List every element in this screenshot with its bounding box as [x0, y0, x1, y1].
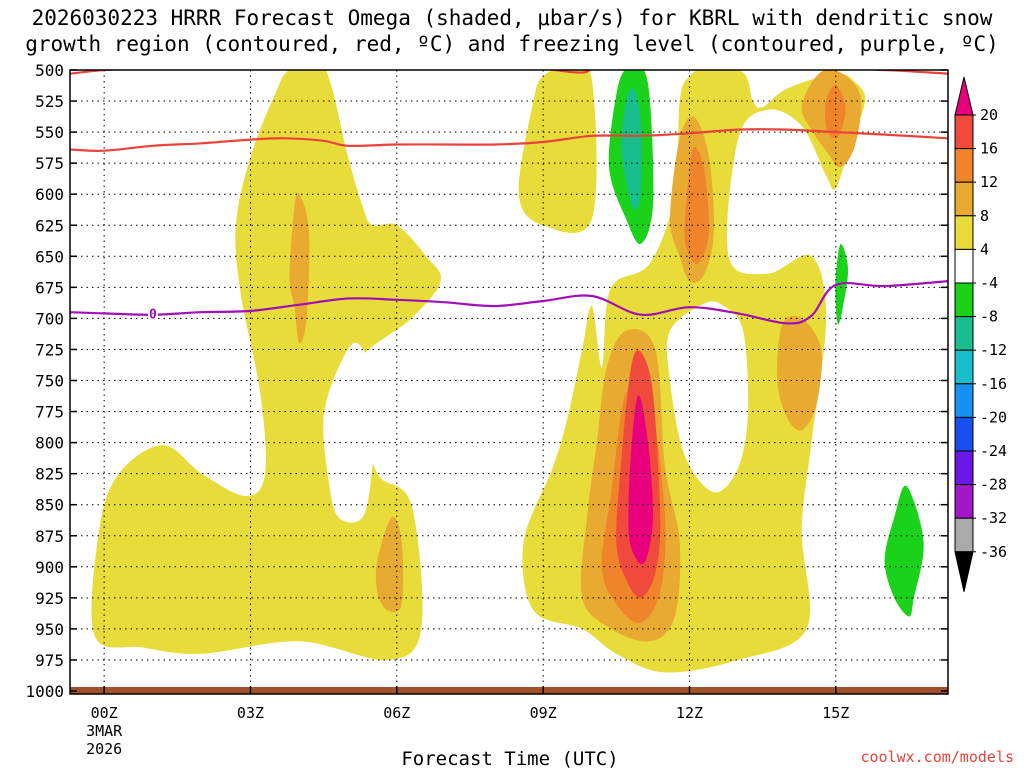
colorbar-bottom-arrow — [954, 551, 974, 592]
colorbar-swatch — [954, 416, 974, 452]
chart-title-line1: 2026030223 HRRR Forecast Omega (shaded, … — [31, 6, 993, 30]
colorbar-swatch — [954, 484, 974, 519]
y-tick-label: 975 — [35, 651, 64, 670]
colorbar-label: 8 — [980, 207, 989, 225]
omega-region-neg8 — [621, 87, 642, 210]
omega-region-pos4 — [518, 70, 597, 233]
y-axis-pressure: 500 525 550 575 600 625 650 675 700 725 750 775 800 8… — [25, 61, 948, 701]
y-tick-label: 575 — [35, 154, 64, 173]
omega-region-pos12 — [684, 147, 710, 264]
colorbar-swatch — [954, 282, 974, 318]
colorbar-label: -32 — [980, 509, 1007, 527]
colorbar-label: -36 — [980, 543, 1007, 561]
x-tick-label: 12Z — [676, 704, 703, 722]
y-tick-label: 850 — [35, 496, 64, 515]
y-tick-label: 625 — [35, 216, 64, 235]
ground-strip — [70, 687, 948, 694]
y-tick-label: 700 — [35, 309, 64, 328]
colorbar-swatch — [954, 316, 974, 351]
y-tick-label: 1000 — [25, 682, 64, 701]
y-tick-label: 875 — [35, 527, 64, 546]
colorbar-label: -28 — [980, 476, 1007, 494]
colorbar-swatch — [954, 450, 974, 486]
y-tick-label: 500 — [35, 61, 64, 80]
y-tick-label: 525 — [35, 92, 64, 111]
x-tick-label: 09Z — [530, 704, 557, 722]
colorbar-label: -16 — [980, 375, 1007, 393]
x-tick-label: 06Z — [383, 704, 410, 722]
colorbar-label: -4 — [980, 274, 998, 292]
dgz-lower-contour — [70, 128, 948, 152]
colorbar-swatch — [954, 114, 974, 150]
colorbar-label: -20 — [980, 408, 1007, 426]
y-tick-label: 825 — [35, 465, 64, 484]
y-tick-label: 650 — [35, 247, 64, 266]
omega-region-pos20 — [628, 395, 653, 565]
freezing-level-label: 0 — [149, 308, 157, 323]
colorbar-swatch — [954, 215, 974, 250]
y-tick-label: 675 — [35, 278, 64, 297]
colorbar-label: -24 — [980, 442, 1007, 460]
colorbar-swatch — [954, 248, 974, 284]
chart-title-line2: growth region (contoured, red, ºC) and f… — [25, 32, 999, 56]
y-tick-label: 750 — [35, 372, 64, 391]
x-tick-label: 15Z — [822, 704, 849, 722]
y-tick-label: 925 — [35, 589, 64, 608]
freezing-label-bg — [147, 306, 158, 321]
colorbar-top-arrow — [954, 76, 974, 116]
plot-frame — [69, 69, 949, 695]
y-tick-label: 775 — [35, 403, 64, 422]
x-axis-label: Forecast Time (UTC) — [401, 748, 618, 768]
x-tick-label: 00Z — [91, 704, 118, 722]
colorbar-swatch — [954, 383, 974, 418]
grid-lines — [70, 70, 948, 691]
colorbar-label: -8 — [980, 308, 998, 326]
colorbar: 20 16 12 8 4 -4 -8 -12 -16 -20 -24 -28 -32 -36 — [954, 76, 1007, 592]
watermark: coolwx.com/models — [860, 748, 1014, 766]
omega-region-pos12 — [824, 84, 846, 139]
contour-lines: 0 — [70, 70, 948, 325]
y-tick-label: 950 — [35, 620, 64, 639]
y-tick-label: 600 — [35, 185, 64, 204]
x-tick-sublabel-year: 2026 — [86, 740, 122, 758]
colorbar-swatch — [954, 148, 974, 183]
plot-area: 0 — [70, 70, 948, 691]
y-tick-label: 725 — [35, 340, 64, 359]
colorbar-label: 16 — [980, 140, 998, 158]
y-tick-label: 800 — [35, 434, 64, 453]
colorbar-swatch — [954, 349, 974, 385]
colorbar-label: 20 — [980, 106, 998, 124]
y-tick-label: 550 — [35, 123, 64, 142]
x-tick-label: 03Z — [237, 704, 264, 722]
omega-region-neg4 — [884, 485, 924, 617]
omega-hole — [323, 342, 378, 523]
y-tick-label: 900 — [35, 558, 64, 577]
colorbar-label: 12 — [980, 173, 998, 191]
omega-region-pos8 — [777, 315, 822, 431]
colorbar-swatch — [954, 181, 974, 217]
colorbar-label: 4 — [980, 240, 989, 258]
freezing-level-contour — [70, 280, 948, 325]
colorbar-swatch — [954, 517, 974, 553]
x-tick-sublabel-date: 3MAR — [86, 722, 123, 740]
colorbar-label: -12 — [980, 341, 1007, 359]
